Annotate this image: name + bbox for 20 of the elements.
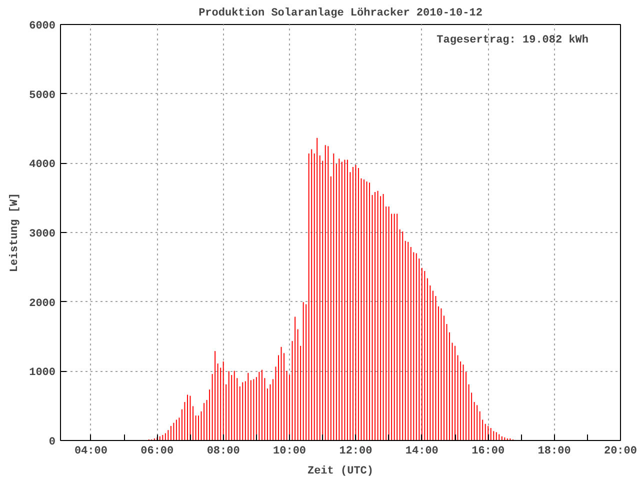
y-tick-label: 6000 [29,20,56,32]
x-tick-label: 16:00 [472,446,505,458]
y-tick-label: 5000 [29,90,56,102]
x-tick-label: 10:00 [273,446,306,458]
y-axis-title: Leistung [W] [9,192,22,272]
y-tick-label: 1000 [29,367,56,380]
y-tick-label: 0 [48,436,56,448]
x-tick-label: 20:00 [604,446,638,458]
x-axis-title: Zeit (UTC) [307,466,374,478]
chart-title: Produktion Solaranlage Löhracker 2010-10-12 [198,8,482,20]
y-tick-label: 3000 [29,228,56,240]
x-tick-label: 06:00 [140,446,174,458]
x-tick-label: 18:00 [538,446,571,458]
x-tick-label: 04:00 [74,446,108,458]
annotation: Tagesertrag: 19.082 kWh [436,34,589,46]
x-tick-label: 08:00 [206,446,240,458]
y-tick-label: 4000 [29,159,56,172]
y-tick-label: 2000 [29,298,56,310]
x-tick-label: 12:00 [339,446,372,458]
x-tick-label: 14:00 [405,446,438,458]
